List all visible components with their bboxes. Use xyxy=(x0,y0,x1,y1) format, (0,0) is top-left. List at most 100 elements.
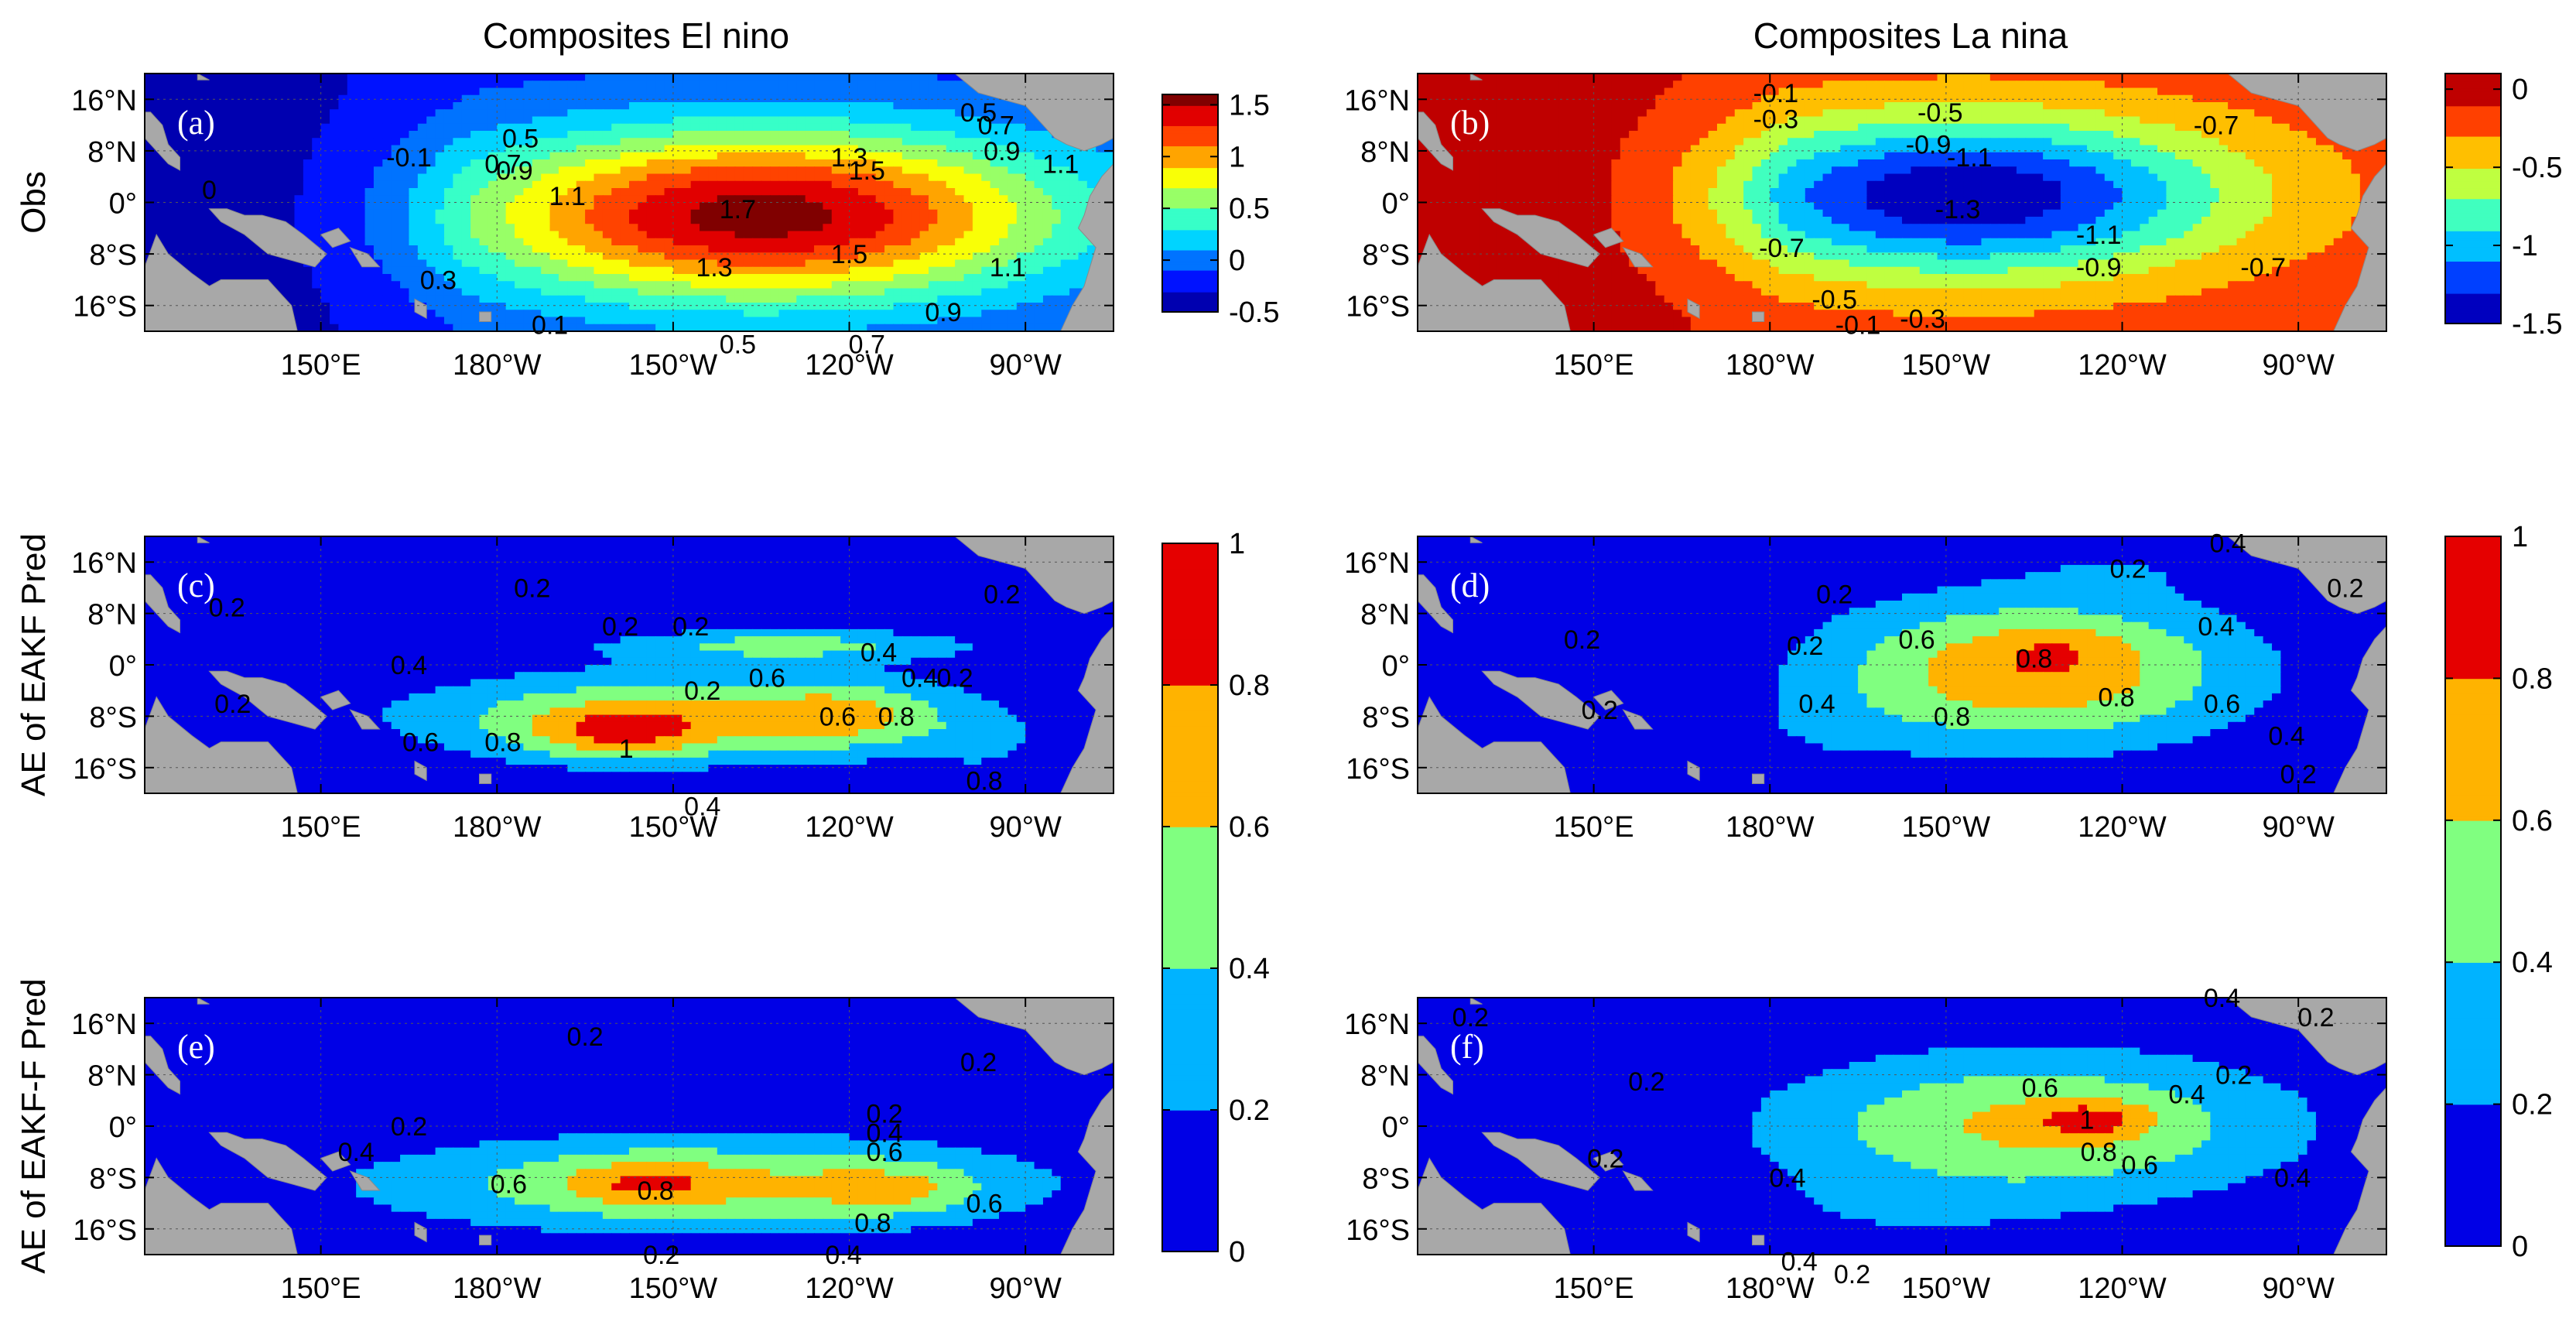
contour-label: 0.4 xyxy=(338,1138,375,1167)
land-mass xyxy=(1752,311,1765,322)
contour-label: 0.6 xyxy=(2022,1073,2058,1103)
contour-label: -0.3 xyxy=(1753,104,1799,134)
land-mass xyxy=(479,311,492,322)
y-tick-label: 8°S xyxy=(89,239,137,272)
land-mass xyxy=(1418,574,1453,634)
y-tick-label: 8°N xyxy=(1360,136,1410,169)
contour-label: 1.3 xyxy=(831,143,867,173)
x-tick-label: 180°W xyxy=(1726,1272,1815,1305)
colorbar-tick-label: 0.4 xyxy=(2512,947,2553,979)
colorbar-tick-label: 0 xyxy=(2512,1231,2528,1263)
panel-field-1 xyxy=(1418,74,2386,331)
y-tick-label: 8°N xyxy=(87,136,137,169)
y-tick-label: 8°S xyxy=(1362,239,1410,272)
contour-label: 0.9 xyxy=(984,137,1020,166)
land-mass xyxy=(954,536,1114,615)
contour-label: 0.4 xyxy=(2198,612,2234,642)
contour-label: 0.6 xyxy=(966,1190,1002,1219)
contour-label: 0.2 xyxy=(1816,580,1852,610)
contour-label: 0.6 xyxy=(819,702,856,731)
y-tick-label: 16°N xyxy=(71,1008,137,1041)
land-mass xyxy=(145,696,298,793)
contour-label: 1.1 xyxy=(1042,150,1079,180)
contour-label: 0.4 xyxy=(2274,1163,2311,1193)
contour-label: 0 xyxy=(202,176,217,205)
land-layer xyxy=(145,74,2386,1255)
contour-label: 1.5 xyxy=(831,240,867,269)
land-mass xyxy=(320,690,351,711)
colorbar-tick-label: -1 xyxy=(2512,230,2538,262)
land-mass xyxy=(145,1157,298,1255)
y-tick-label: 8°N xyxy=(1360,599,1410,632)
land-mass xyxy=(1060,625,1114,793)
x-tick-label: 180°W xyxy=(453,349,542,382)
colorbar-tick-label: 1 xyxy=(1229,528,1245,560)
land-mass xyxy=(1418,1036,1453,1095)
contour-label: 0.6 xyxy=(2204,690,2240,719)
x-tick-label: 90°W xyxy=(2263,349,2335,382)
x-tick-label: 150°E xyxy=(1554,811,1634,844)
contour-label: 0.6 xyxy=(866,1138,902,1167)
land-mass xyxy=(1592,1151,1624,1172)
y-tick-label: 0° xyxy=(1382,1111,1410,1144)
contour-label: 0.3 xyxy=(420,265,457,295)
contour-label: 0.4 xyxy=(860,638,897,667)
row-label: AE of EAKF-F Pred xyxy=(15,978,53,1273)
contour-label: 0.2 xyxy=(1628,1067,1664,1097)
contour-label: 0.2 xyxy=(984,580,1020,610)
contour-label: -0.7 xyxy=(2240,253,2286,282)
x-tick-label: 90°W xyxy=(2263,811,2335,844)
colorbar-tick-label: 1 xyxy=(1229,141,1245,173)
colorbar-tick-label: 0.8 xyxy=(2512,663,2553,695)
land-mass xyxy=(1418,233,1571,331)
contour-label: -0.9 xyxy=(2076,253,2122,282)
x-tick-label: 150°W xyxy=(1902,1272,1991,1305)
land-mass xyxy=(2227,74,2386,152)
land-mass xyxy=(1592,228,1624,248)
colorbar-tick-label: -0.5 xyxy=(1229,296,1279,329)
contour-label: -0.9 xyxy=(1906,131,1952,160)
land-mass xyxy=(208,1132,327,1191)
land-mass xyxy=(1752,1234,1765,1245)
contour-label: 0.7 xyxy=(849,330,885,360)
contour-label: 0.4 xyxy=(901,664,938,693)
land-mass xyxy=(208,670,327,730)
contour-label: 0.6 xyxy=(1898,625,1935,655)
contour-label: 0.4 xyxy=(2268,721,2304,751)
colorbar-layer: 1.510.50-0.50-0.5-1-1.510.80.60.40.2010.… xyxy=(1161,73,2562,1269)
panel-label: (c) xyxy=(177,567,215,604)
y-tick-label: 8°N xyxy=(1360,1060,1410,1093)
contour-label: -1.1 xyxy=(2076,221,2122,250)
colorbar-tick-label: 0.6 xyxy=(1229,811,1270,844)
land-mass xyxy=(1687,298,1700,320)
contour-label: 0.8 xyxy=(854,1209,891,1238)
y-tick-label: 16°S xyxy=(73,291,137,324)
land-mass xyxy=(414,1221,427,1243)
contour-label: 0.6 xyxy=(2122,1151,2158,1180)
land-mass xyxy=(1752,773,1765,784)
colorbar-frame xyxy=(2444,73,2502,324)
contour-label: 0.7 xyxy=(484,150,521,180)
contour-label: 1 xyxy=(619,734,634,764)
land-mass xyxy=(2227,536,2386,615)
land-mass xyxy=(1469,536,1483,543)
contour-label: 0.2 xyxy=(960,1048,997,1077)
land-mass xyxy=(414,760,427,782)
y-tick-label: 16°N xyxy=(1344,1008,1410,1041)
colorbar-ae_elnino: 1 0.8 0.6 0.4 0.2 0 xyxy=(1161,528,1270,1269)
contour-label: 0.5 xyxy=(960,98,997,128)
contour-label: 0.2 xyxy=(566,1022,603,1052)
colorbar-tick-label: 1.5 xyxy=(1229,89,1270,122)
x-tick-label: 120°W xyxy=(805,811,894,844)
contour-label: 1.5 xyxy=(849,156,885,186)
contour-label: 0.4 xyxy=(866,1118,902,1148)
colorbar-frame xyxy=(1161,543,1219,1252)
contour-label: 0.2 xyxy=(2327,574,2363,603)
contour-label: 0.2 xyxy=(1582,696,1618,725)
contour-label: 0.2 xyxy=(684,676,720,706)
contour-label: 1.3 xyxy=(696,253,732,282)
contour-label: 0.2 xyxy=(1452,1003,1489,1032)
land-mass xyxy=(1060,163,1114,331)
column-title-lanina: Composites La nina xyxy=(1753,15,2068,56)
contour-label: 1.1 xyxy=(990,253,1026,282)
